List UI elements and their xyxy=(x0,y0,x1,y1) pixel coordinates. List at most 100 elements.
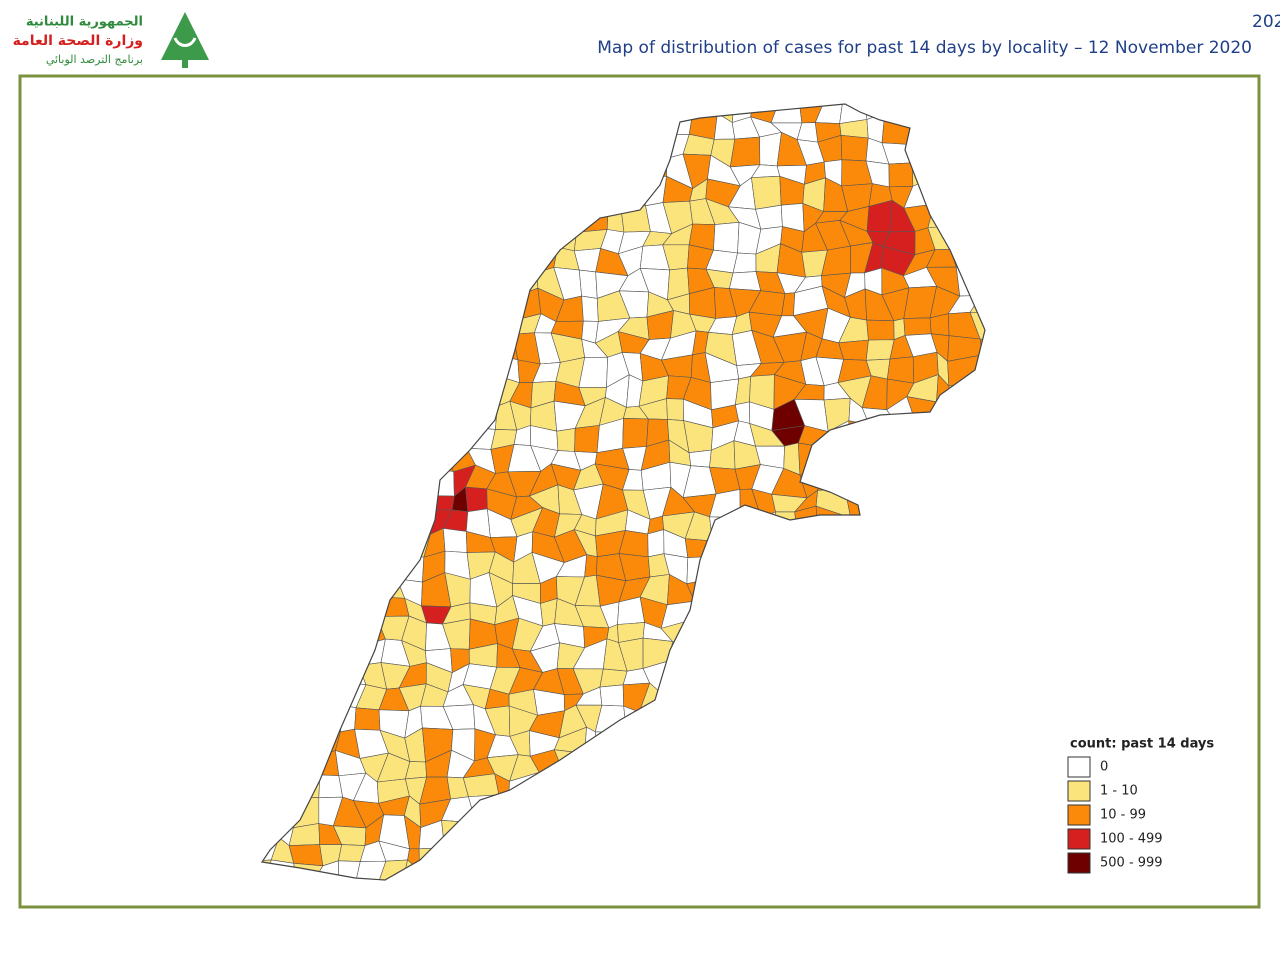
locality xyxy=(446,156,476,185)
locality xyxy=(639,774,671,804)
locality xyxy=(262,296,272,318)
locality xyxy=(933,166,960,185)
locality xyxy=(712,577,733,605)
locality xyxy=(668,835,696,872)
locality xyxy=(288,844,324,867)
locality xyxy=(880,617,916,643)
locality xyxy=(308,220,345,251)
locality xyxy=(575,154,608,186)
locality xyxy=(911,419,939,454)
locality xyxy=(262,379,275,407)
locality xyxy=(595,885,631,914)
locality xyxy=(445,111,474,142)
locality xyxy=(310,681,343,715)
locality xyxy=(908,727,936,753)
locality xyxy=(339,376,367,409)
locality xyxy=(361,469,384,494)
locality xyxy=(882,694,911,707)
locality xyxy=(262,424,277,449)
locality xyxy=(912,769,938,799)
locality xyxy=(975,836,985,873)
locality xyxy=(976,820,985,846)
locality xyxy=(375,509,404,540)
locality xyxy=(975,561,985,585)
locality xyxy=(442,286,474,314)
locality xyxy=(511,840,537,872)
locality xyxy=(909,598,938,630)
locality xyxy=(530,820,558,850)
locality xyxy=(622,815,654,848)
locality xyxy=(684,538,717,558)
locality xyxy=(620,770,643,807)
locality xyxy=(686,555,717,585)
locality xyxy=(977,600,985,628)
locality xyxy=(818,844,843,872)
locality xyxy=(396,338,427,360)
locality xyxy=(865,339,895,361)
locality xyxy=(662,691,695,711)
locality xyxy=(332,603,363,629)
locality xyxy=(598,133,626,164)
locality xyxy=(930,727,959,759)
locality xyxy=(530,223,558,248)
locality xyxy=(332,310,359,340)
locality xyxy=(353,445,384,477)
locality xyxy=(752,794,781,828)
locality xyxy=(374,358,402,384)
locality xyxy=(262,793,275,824)
locality xyxy=(927,662,952,696)
locality xyxy=(333,264,368,294)
locality xyxy=(972,265,985,299)
locality xyxy=(267,198,301,230)
locality xyxy=(332,286,368,318)
locality xyxy=(426,159,454,185)
locality xyxy=(494,199,511,233)
locality xyxy=(309,310,340,340)
locality xyxy=(342,665,367,686)
locality xyxy=(688,449,712,468)
locality xyxy=(948,648,979,674)
locality xyxy=(474,179,496,201)
locality xyxy=(262,667,270,696)
locality xyxy=(265,132,300,156)
locality xyxy=(445,222,476,252)
locality xyxy=(557,223,577,252)
locality xyxy=(934,443,960,468)
locality xyxy=(267,220,292,254)
locality xyxy=(262,773,275,801)
locality xyxy=(958,131,981,169)
locality xyxy=(594,858,632,880)
locality xyxy=(727,862,759,880)
locality xyxy=(777,749,807,784)
locality xyxy=(713,647,738,664)
locality xyxy=(399,137,432,166)
locality xyxy=(968,508,985,532)
locality xyxy=(682,646,717,670)
locality xyxy=(356,121,388,143)
locality xyxy=(287,143,324,168)
locality xyxy=(355,137,388,164)
locality xyxy=(374,330,402,361)
locality xyxy=(927,462,961,493)
locality xyxy=(712,862,737,880)
locality xyxy=(535,155,565,188)
locality xyxy=(662,707,692,738)
locality xyxy=(624,836,654,865)
locality xyxy=(817,533,848,561)
locality xyxy=(775,689,800,717)
locality xyxy=(886,356,915,384)
locality xyxy=(908,794,938,824)
locality xyxy=(309,379,344,410)
locality xyxy=(859,514,886,541)
locality xyxy=(933,176,956,205)
locality xyxy=(969,529,985,564)
locality xyxy=(907,530,936,562)
locality xyxy=(382,243,406,274)
locality xyxy=(947,731,983,760)
locality xyxy=(465,486,488,513)
locality xyxy=(397,104,430,117)
locality xyxy=(804,559,827,580)
locality xyxy=(818,794,844,829)
locality xyxy=(867,686,890,708)
locality xyxy=(262,446,277,477)
